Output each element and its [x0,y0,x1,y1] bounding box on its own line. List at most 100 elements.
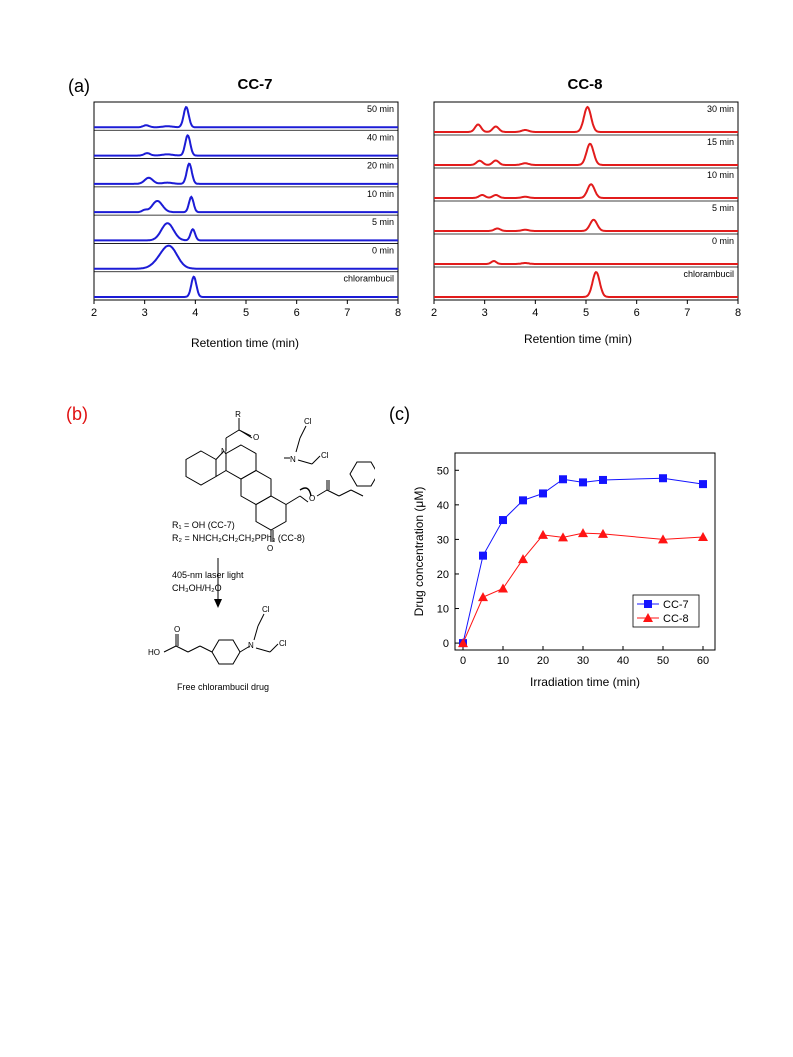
data-point-cc-8 [598,528,608,538]
cc7-trace-label: 10 min [367,189,394,199]
panel-label-a: (a) [68,76,90,96]
data-point-cc-8 [498,583,508,593]
cc8-trace-label: chlorambucil [683,269,734,279]
cc8-trace-label: 0 min [712,236,734,246]
product-ho-label: HO [148,648,160,657]
legend-marker [643,613,653,622]
cc8-x-tick-label: 7 [684,307,690,319]
product-cl-label-2: Cl [279,639,287,648]
cc7-trace-label: 20 min [367,161,394,171]
x-tick-label: 30 [577,655,589,667]
panel-label-b: (b) [66,404,88,424]
cc7-trace-label: 0 min [372,245,394,255]
cc8-chromatogram: 30 min 15 min 10 min 5 min 0 min chlorambucil… [431,101,741,319]
cc7-title: CC-7 [237,76,273,93]
series-line-cc-8 [462,532,704,644]
legend-label: CC-7 [663,599,689,611]
caged-cl-label-2: Cl [321,451,329,460]
x-tick-label: 40 [617,655,629,667]
data-point-cc-8 [458,638,468,648]
data-point-cc-8 [658,534,668,544]
cc7-x-tick-label: 3 [142,307,148,319]
cc7-trace [94,195,398,214]
cc7-x-tick-label: 5 [243,307,249,319]
cc7-x-tick-label: 7 [344,307,350,319]
lactone-o-label: O [267,544,273,553]
cc7-trace [94,275,398,298]
reaction-scheme: R O N O O [185,410,375,553]
cc8-trace [434,142,738,166]
data-point-cc-7 [699,480,707,489]
panel-label-c: (c) [389,404,410,424]
x-tick-label: 60 [697,655,709,667]
ester-o-label: O [309,494,315,503]
cc8-trace-label: 30 min [707,104,734,114]
r1-definition: R₁ = OH (CC-7) [172,520,235,530]
cc8-x-tick-label: 6 [634,307,640,319]
cc7-trace [94,244,398,270]
data-point-cc-8 [558,532,568,542]
cc7-trace-label: chlorambucil [343,274,394,284]
x-axis-title: Irradiation time (min) [530,675,640,689]
cc8-title: CC-8 [567,76,603,93]
cc8-trace-label: 10 min [707,170,734,180]
cc7-x-axis-title: Retention time (min) [190,336,300,350]
cc8-x-tick-label: 8 [735,307,741,319]
x-tick-label: 50 [657,655,669,667]
cc8-trace [434,270,738,298]
x-tick-label: 10 [497,655,509,667]
caged-n-label: N [290,455,296,464]
data-point-cc-8 [538,529,548,539]
data-point-cc-7 [479,551,487,560]
x-tick-label: 20 [537,655,549,667]
series-line-cc-7 [462,477,704,644]
data-point-cc-7 [599,475,607,484]
cc8-trace [434,105,738,133]
cc7-trace-label: 50 min [367,104,394,114]
reaction-arrow [214,558,222,608]
product-cl-label-1: Cl [262,605,270,614]
cc8-trace-label: 15 min [707,137,734,147]
data-point-cc-7 [659,474,667,483]
y-tick-label: 0 [443,638,449,650]
product-n-label: N [248,641,254,650]
cc7-trace [94,222,398,242]
cc7-trace [94,134,398,157]
cc8-x-tick-label: 5 [583,307,589,319]
data-point-cc-8 [698,531,708,541]
cc8-x-axis-title: Retention time (min) [523,332,633,346]
cc7-chromatogram: 50 min 40 min 20 min 10 min 5 min 0 min chlora… [91,101,401,319]
r2-definition: R₂ = NHCH₂CH₂CH₂PPh₃ (CC-8) [172,533,305,543]
cc8-trace [434,259,738,265]
cc8-x-tick-label: 4 [532,307,538,319]
condition-solvent: CH₃OH/H₂O [172,583,222,593]
data-point-cc-7 [519,496,527,505]
plot-frame [454,452,716,651]
cc8-x-tick-label: 2 [431,307,437,319]
legend-label: CC-8 [663,613,689,625]
cc7-x-tick-label: 8 [395,307,401,319]
data-point-cc-7 [499,516,507,525]
y-tick-label: 50 [437,465,449,477]
cc8-x-tick-label: 3 [482,307,488,319]
data-point-cc-7 [559,475,567,484]
keto-o-label: O [253,433,259,442]
y-tick-label: 40 [437,500,449,512]
cc8-trace [434,183,738,199]
x-tick-label: 0 [460,655,466,667]
product-caption: Free chlorambucil drug [176,682,270,692]
caged-mustard-group: N Cl Cl [284,417,329,465]
data-point-cc-7 [579,478,587,487]
cc7-trace-label: 40 min [367,132,394,142]
cc7-trace [94,105,398,129]
spacer [370,415,371,416]
r-group-label: R [235,410,241,419]
y-tick-label: 30 [437,534,449,546]
cc7-x-tick-label: 6 [294,307,300,319]
cc7-x-tick-label: 2 [91,307,97,319]
cc7-x-tick-label: 4 [192,307,198,319]
data-point-cc-8 [478,592,488,602]
carbazole-n-label: N [221,447,227,456]
chlorambucil-structure: HO O N Cl Cl [148,605,287,665]
caged-cl-label-1: Cl [304,417,312,426]
